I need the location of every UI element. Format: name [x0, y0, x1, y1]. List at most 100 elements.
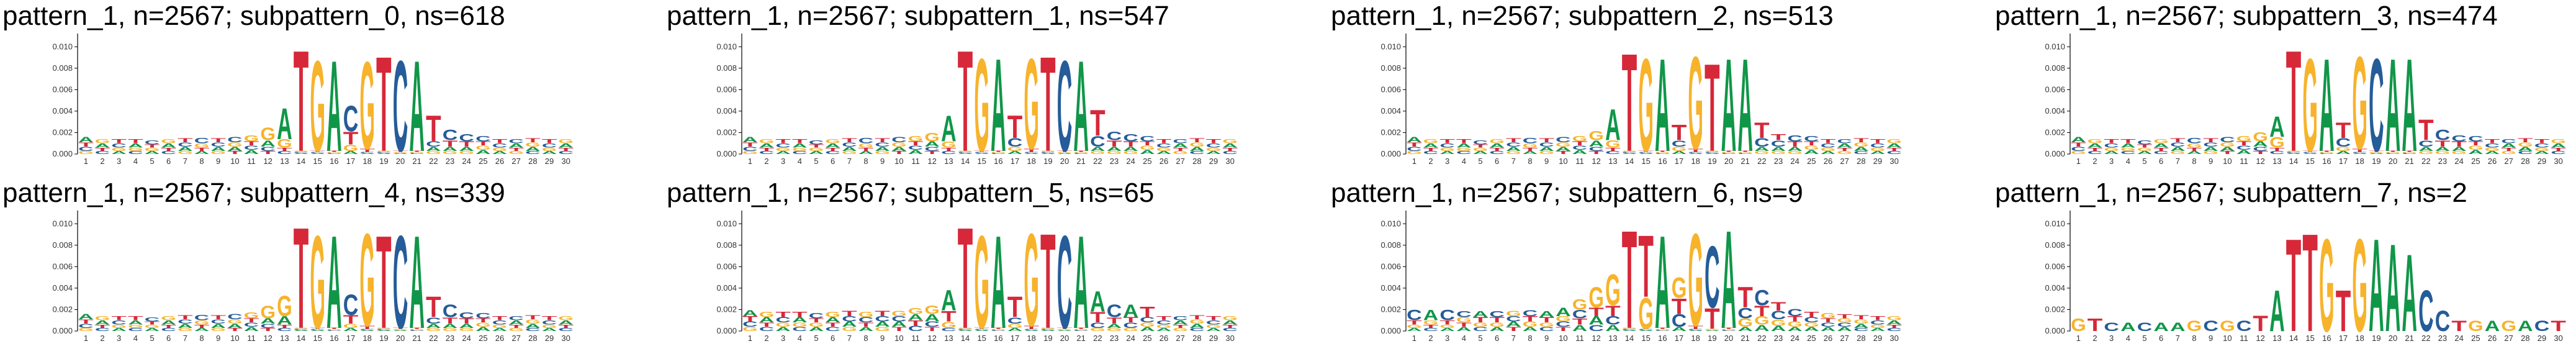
logo-letter: G — [1473, 322, 1488, 329]
logo-letter: C — [1771, 138, 1786, 148]
logo-letter: G — [1688, 206, 1703, 354]
logo-letter: A — [1222, 319, 1238, 326]
chart-title: pattern_1, n=2567; subpattern_2, ns=513 — [1331, 1, 1834, 31]
logo-letter: C — [194, 137, 210, 145]
logo-letter: A — [1605, 101, 1621, 150]
logo-letter: T — [542, 138, 557, 145]
logo-letter: C — [426, 140, 441, 148]
logo-letter: C — [1688, 152, 1703, 153]
logo-letter: G — [941, 320, 957, 330]
logo-letter: T — [2485, 138, 2500, 145]
logo-letter: C — [409, 153, 425, 155]
logo-letter: T — [327, 327, 342, 329]
logo-letter: A — [393, 330, 408, 332]
logo-letter: G — [128, 147, 143, 152]
logo-letter: T — [393, 150, 408, 152]
x-tick-label: 11 — [247, 334, 256, 343]
logo-letter: T — [825, 147, 840, 152]
y-tick-label: 0.004 — [52, 106, 73, 116]
logo-letter: G — [210, 150, 226, 155]
logo-letter: C — [1572, 145, 1588, 152]
logo-letter: A — [426, 145, 441, 152]
logo-letter: T — [426, 109, 441, 150]
logo-letter: T — [2551, 318, 2566, 334]
logo-letter: A — [459, 322, 474, 329]
logo-letter: C — [858, 316, 874, 324]
logo-letter: A — [1040, 153, 1056, 155]
x-tick-label: 10 — [894, 157, 903, 166]
logo-letter: G — [194, 319, 210, 326]
logo-letter: T — [1870, 138, 1886, 145]
logo-letter: C — [974, 152, 989, 153]
logo-letter: C — [1605, 150, 1621, 155]
x-tick-label: 11 — [1575, 157, 1584, 166]
x-tick-label: 7 — [2176, 334, 2180, 343]
x-tick-label: 29 — [545, 334, 554, 343]
logo-letter: A — [2137, 150, 2153, 155]
logo-letter: C — [1539, 326, 1554, 333]
logo-letter: A — [1886, 142, 1902, 149]
logo-letter: T — [1423, 324, 1439, 329]
logo-letter: A — [558, 142, 574, 149]
logo-letter: G — [974, 209, 989, 354]
y-tick-label: 0.004 — [716, 106, 737, 116]
logo-letter: G — [1024, 32, 1039, 176]
x-tick-label: 19 — [379, 157, 388, 166]
x-tick-label: 21 — [1076, 334, 1085, 343]
logo-letter: T — [376, 28, 392, 179]
logo-letter: G — [1605, 138, 1621, 150]
logo-letter: C — [2236, 318, 2252, 334]
logo-letter: G — [759, 138, 775, 145]
logo-letter: G — [443, 150, 458, 155]
logo-letter: A — [111, 150, 127, 155]
logo-letter: C — [359, 152, 375, 153]
x-tick-label: 10 — [894, 334, 903, 343]
x-tick-label: 3 — [1445, 334, 1449, 343]
logo-letter: C — [2137, 320, 2153, 334]
logo-letter: T — [492, 138, 508, 145]
y-tick-label: 0.008 — [1380, 63, 1401, 73]
logo-letter: A — [2551, 142, 2566, 149]
logo-letter: T — [194, 147, 210, 152]
logo-letter: T — [1090, 309, 1106, 325]
logo-letter: A — [2402, 32, 2417, 179]
logo-letter: A — [145, 327, 160, 332]
logo-letter: T — [941, 147, 957, 152]
logo-letter: G — [2402, 152, 2417, 153]
logo-letter: G — [459, 150, 474, 155]
logo-letter: T — [2253, 150, 2268, 155]
logo-letter: G — [1721, 329, 1737, 330]
x-tick-label: 28 — [528, 157, 537, 166]
logo-letter: G — [1787, 150, 1803, 155]
logo-letter: T — [1024, 148, 1039, 153]
x-tick-label: 24 — [2454, 334, 2463, 343]
logo-letter: A — [1638, 153, 1654, 155]
logo-letter: G — [775, 322, 791, 329]
x-tick-label: 22 — [1757, 334, 1766, 343]
logo-letter: A — [128, 319, 143, 326]
y-tick-label: 0.006 — [1380, 84, 1401, 94]
logo-letter: A — [1456, 326, 1472, 333]
logo-letter: T — [1672, 120, 1687, 145]
logo-letter: C — [2336, 136, 2351, 149]
x-tick-label: 23 — [1774, 334, 1783, 343]
logo-letter: T — [426, 291, 441, 324]
logo-letter: C — [227, 313, 243, 321]
x-tick-label: 15 — [1641, 157, 1650, 166]
logo-letter: T — [1572, 317, 1588, 327]
x-tick-label: 17 — [1011, 157, 1019, 166]
logo-letter: G — [759, 311, 775, 319]
logo-letter: C — [558, 150, 574, 155]
logo-letter: T — [1090, 103, 1106, 144]
logo-letter: G — [1506, 150, 1521, 155]
logo-letter: T — [875, 309, 890, 317]
x-tick-label: 12 — [1592, 157, 1600, 166]
x-tick-label: 30 — [1225, 334, 1234, 343]
x-tick-label: 6 — [2159, 334, 2163, 343]
logo-letter: G — [1423, 319, 1439, 326]
logo-letter: C — [558, 327, 574, 332]
x-tick-label: 30 — [1889, 157, 1898, 166]
x-tick-label: 7 — [183, 334, 187, 343]
y-tick-label: 0.008 — [52, 240, 73, 250]
